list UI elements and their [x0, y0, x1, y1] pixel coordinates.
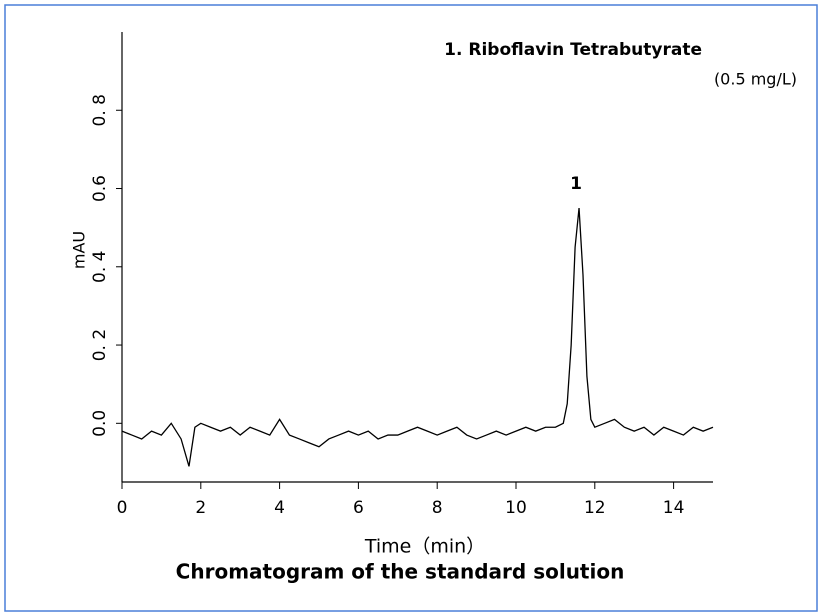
x-tick-label: 14 — [663, 498, 685, 518]
x-axis-label: Time（min） — [364, 536, 485, 558]
y-tick-label: 0. 8 — [90, 94, 110, 126]
x-tick-label: 2 — [195, 498, 206, 518]
y-tick-label: 0. 4 — [90, 251, 110, 283]
y-axis-label: mAU — [70, 231, 89, 269]
y-tick-label: 0.6 — [90, 175, 110, 202]
x-tick-label: 10 — [505, 498, 527, 518]
trace — [121, 208, 714, 467]
y-tick-label: 0.0 — [90, 410, 110, 437]
x-tick-label: 0 — [117, 498, 128, 518]
x-tick-label: 4 — [274, 498, 285, 518]
peak-label: 1 — [570, 174, 582, 194]
x-tick-label: 6 — [353, 498, 364, 518]
chart-title: Chromatogram of the standard solution — [176, 560, 625, 584]
x-tick-label: 8 — [432, 498, 443, 518]
concentration-label: (0.5 mg/L) — [714, 70, 797, 89]
x-tick-label: 12 — [584, 498, 606, 518]
frame — [4, 4, 818, 612]
compound-label: 1. Riboflavin Tetrabutyrate — [444, 40, 702, 60]
y-tick-label: 0. 2 — [90, 329, 110, 361]
